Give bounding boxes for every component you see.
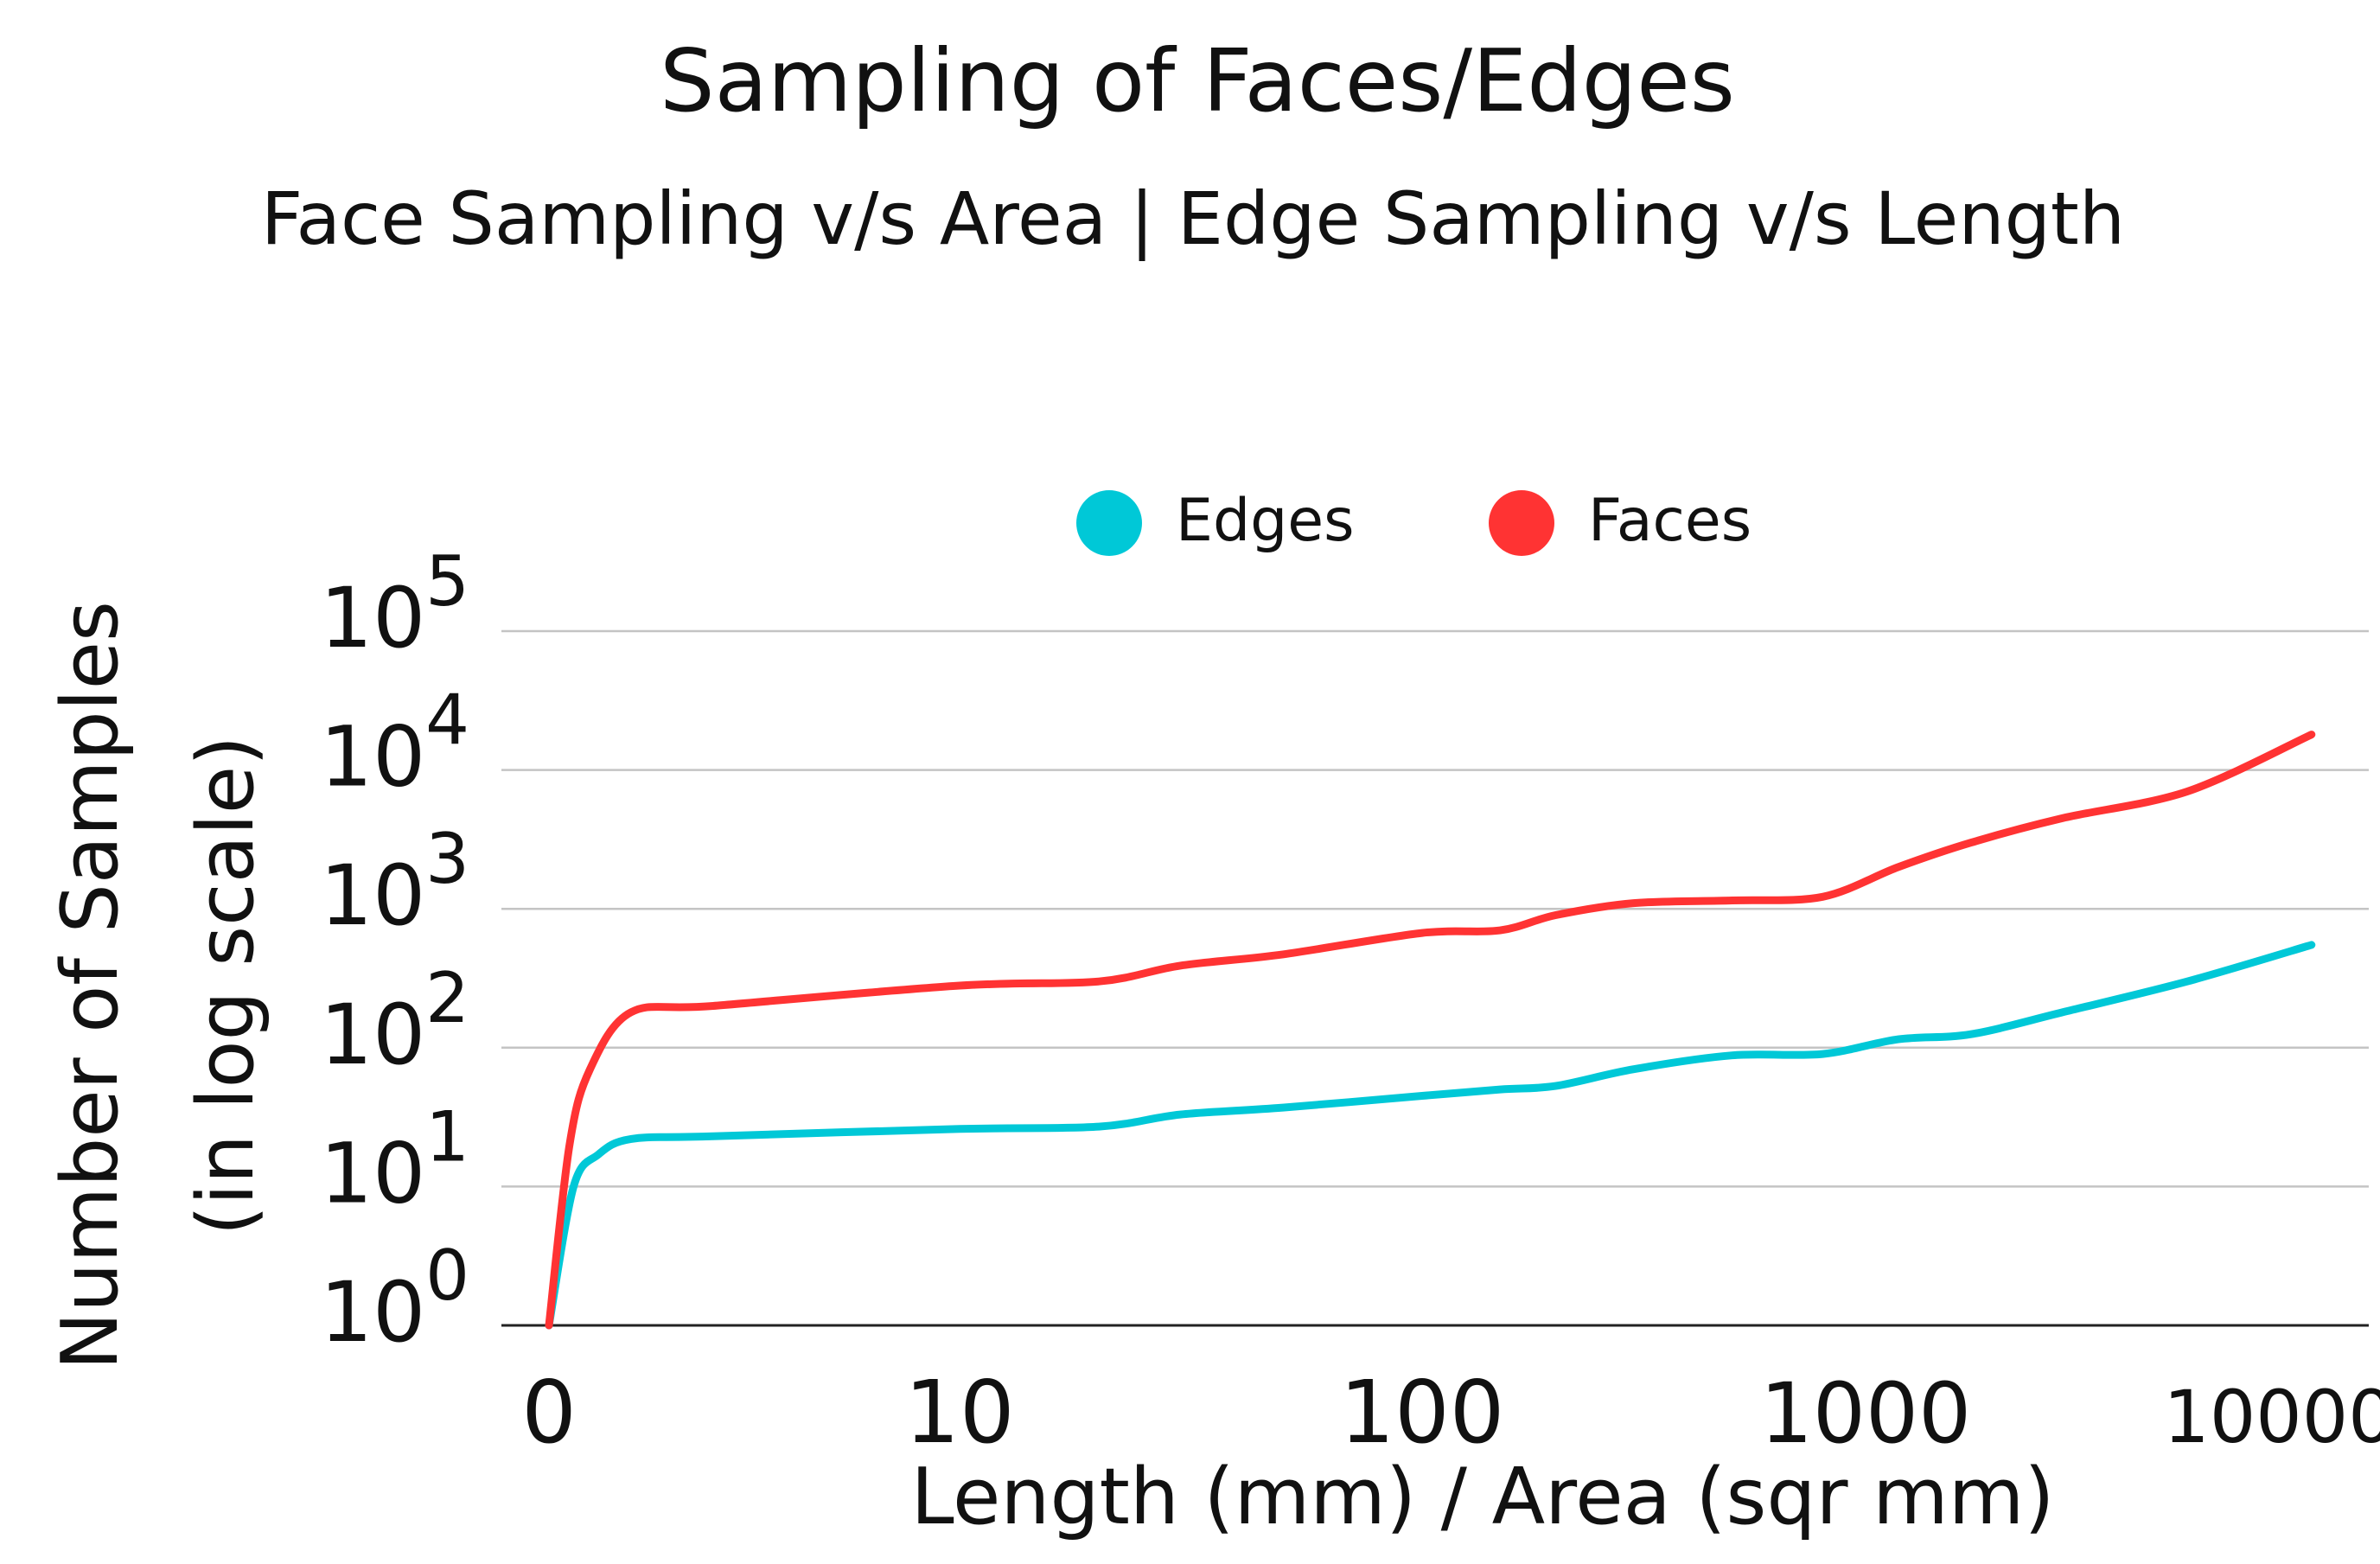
y-tick-label: 105 bbox=[320, 541, 469, 667]
x-tick-label: 0 bbox=[521, 1362, 577, 1463]
x-tick-label: 100 bbox=[1340, 1362, 1505, 1463]
y-tick-label: 104 bbox=[320, 680, 469, 806]
y-tick-label: 102 bbox=[320, 958, 469, 1083]
series-line-edges bbox=[545, 941, 2316, 1330]
legend: Edges Faces bbox=[1076, 487, 1752, 556]
y-axis-ticks: 100 101 102 103 104 105 bbox=[320, 541, 469, 1361]
x-axis-ticks: 0 10 100 1000 10000 bbox=[521, 1362, 2380, 1463]
legend-label-faces: Faces bbox=[1588, 487, 1752, 555]
y-tick-label: 103 bbox=[320, 819, 469, 944]
y-axis-label-line1: Number of Samples bbox=[45, 601, 136, 1370]
y-axis-label-line2: (in log scale) bbox=[181, 736, 271, 1236]
x-axis-label: Length (mm) / Area (sqr mm) bbox=[910, 1452, 2054, 1542]
series-line-faces bbox=[545, 731, 2316, 1330]
legend-item-faces: Faces bbox=[1489, 487, 1752, 556]
legend-item-edges: Edges bbox=[1076, 487, 1355, 556]
series-lines bbox=[545, 731, 2316, 1330]
legend-swatch-faces bbox=[1489, 490, 1554, 556]
y-tick-label: 100 bbox=[320, 1235, 469, 1361]
legend-label-edges: Edges bbox=[1176, 487, 1355, 555]
x-tick-label: 1000 bbox=[1760, 1365, 1971, 1462]
gridlines bbox=[501, 629, 2369, 1327]
legend-swatch-edges bbox=[1076, 490, 1142, 556]
chart-subtitle: Face Sampling v/s Area | Edge Sampling v… bbox=[261, 176, 2125, 261]
y-tick-label: 101 bbox=[320, 1096, 469, 1222]
x-tick-label: 10 bbox=[904, 1362, 1014, 1463]
x-tick-label: 10000 bbox=[2163, 1375, 2380, 1459]
chart-title: Sampling of Faces/Edges bbox=[660, 30, 1735, 131]
